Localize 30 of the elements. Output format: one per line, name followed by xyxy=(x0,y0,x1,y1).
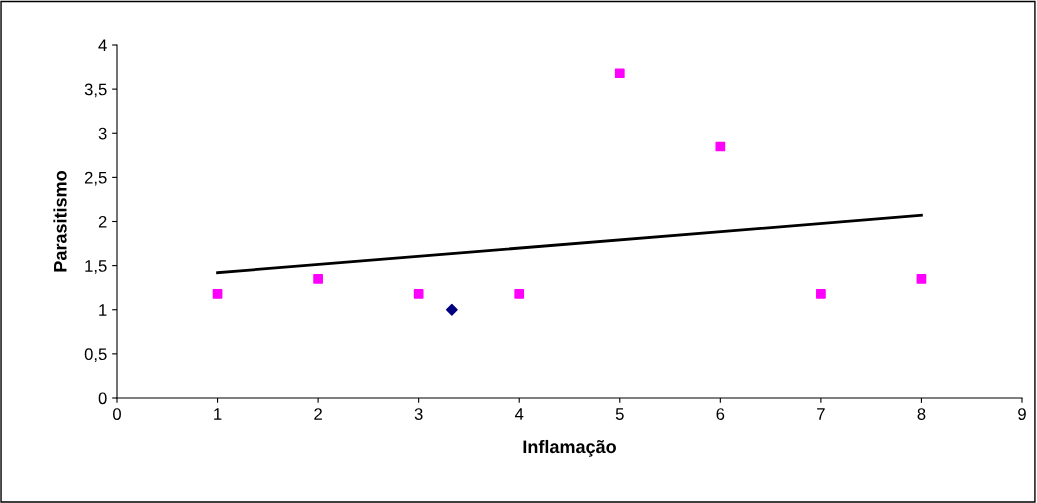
y-tick-label: 0,5 xyxy=(84,348,107,363)
y-tick-label: 2 xyxy=(98,215,107,228)
x-tick-label: 4 xyxy=(514,408,524,420)
point xyxy=(413,289,424,299)
point xyxy=(916,274,927,284)
x-tick-label: 7 xyxy=(817,408,825,420)
x-axis-title: Inflamação xyxy=(523,439,616,457)
y-tick-label: 1 xyxy=(99,304,107,316)
point xyxy=(715,141,726,152)
y-tick-label: 3 xyxy=(98,127,107,140)
y-tick-label: 1,5 xyxy=(85,260,107,274)
x-tick-label: 6 xyxy=(716,408,725,420)
point xyxy=(614,68,625,79)
point xyxy=(816,289,826,299)
point xyxy=(445,303,458,316)
x-tick-label: 5 xyxy=(615,408,624,420)
y-tick-label: 4 xyxy=(98,39,107,52)
y-tick-label: 0 xyxy=(98,392,107,405)
point xyxy=(212,289,223,299)
y-tick-label: 2,5 xyxy=(84,171,107,186)
x-tick-label: 1 xyxy=(214,408,222,420)
y-axis-title: Parasitismo xyxy=(53,171,67,272)
point xyxy=(313,274,323,284)
y-tick-label: 3,5 xyxy=(84,83,107,98)
x-tick-label: 3 xyxy=(414,408,423,420)
x-tick-label: 9 xyxy=(1018,408,1026,420)
x-tick-label: 0 xyxy=(113,408,121,420)
point xyxy=(514,289,525,299)
x-tick-label: 2 xyxy=(314,408,322,420)
x-tick-label: 8 xyxy=(917,408,926,420)
